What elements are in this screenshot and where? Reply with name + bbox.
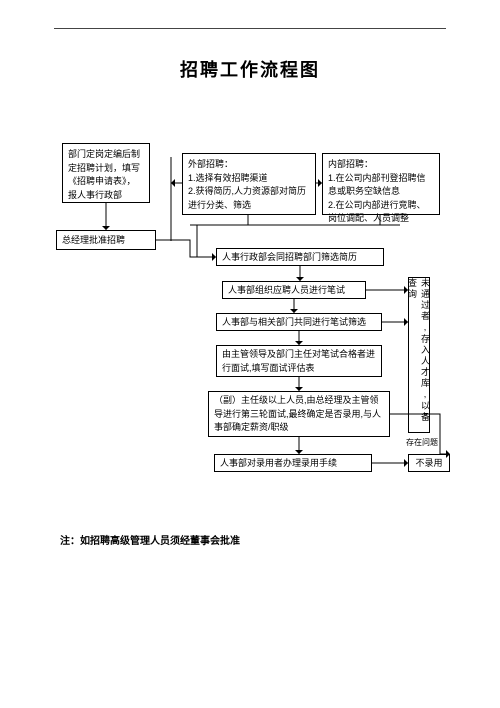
box-gm-approve: 总经理批准招聘 (56, 230, 156, 250)
box-text: 未通过者,存入人才库,以备查询 (406, 278, 432, 432)
box-text: 内部招聘： 1.在公司内部刊登招聘信息或职务空缺信息 2.在公司内部进行竞聘、岗… (328, 159, 426, 223)
label-has-issue: 存在问题 (406, 438, 438, 448)
box-text: 人事行政部会同招聘部门筛选简历 (222, 252, 357, 262)
box-internal-recruit: 内部招聘： 1.在公司内部刊登招聘信息或职务空缺信息 2.在公司内部进行竞聘、岗… (322, 153, 440, 215)
top-rule (54, 28, 446, 29)
box-text: 总经理批准招聘 (62, 235, 125, 245)
box-text: 外部招聘： 1.选择有效招聘渠道 2.获得简历,人力资源部对简历进行分类、筛选 (188, 159, 306, 210)
box-talent-pool: 未通过者,存入人才库,以备查询 (408, 277, 430, 433)
box-text: 部门定岗定编后制定招聘计划，填写《招聘申请表》，报人事行政部 (68, 149, 140, 200)
box-handle-hire: 人事部对录用者办理录用手续 (214, 454, 372, 472)
footnote: 注：如招聘高级管理人员须经董事会批准 (60, 532, 240, 547)
box-reject: 不录用 (408, 454, 450, 472)
box-text: 人事部组织应聘人员进行笔试 (228, 285, 345, 295)
box-interview: 由主管领导及部门主任对笔试合格者进行面试,填写面试评估表 (216, 345, 382, 377)
box-external-recruit: 外部招聘： 1.选择有效招聘渠道 2.获得简历,人力资源部对简历进行分类、筛选 (182, 153, 316, 215)
page-title: 招聘工作流程图 (0, 56, 500, 82)
box-text: 由主管领导及部门主任对笔试合格者进行面试,填写面试评估表 (222, 349, 375, 373)
box-written-screen: 人事部与相关部门共同进行笔试筛选 (216, 313, 382, 331)
box-text: 不录用 (415, 458, 442, 468)
box-resume-screen: 人事行政部会同招聘部门筛选简历 (216, 248, 384, 266)
box-dept-plan: 部门定岗定编后制定招聘计划，填写《招聘申请表》，报人事行政部 (62, 143, 150, 203)
box-text: 人事部对录用者办理录用手续 (220, 458, 337, 468)
box-written-test: 人事部组织应聘人员进行笔试 (222, 281, 366, 299)
box-text: 人事部与相关部门共同进行笔试筛选 (222, 317, 366, 327)
box-third-round: （副）主任级以上人员,由总经理及主管领导进行第三轮面试,最终确定是否录用,与人事… (208, 391, 390, 437)
box-text: （副）主任级以上人员,由总经理及主管领导进行第三轮面试,最终确定是否录用,与人事… (214, 395, 381, 432)
